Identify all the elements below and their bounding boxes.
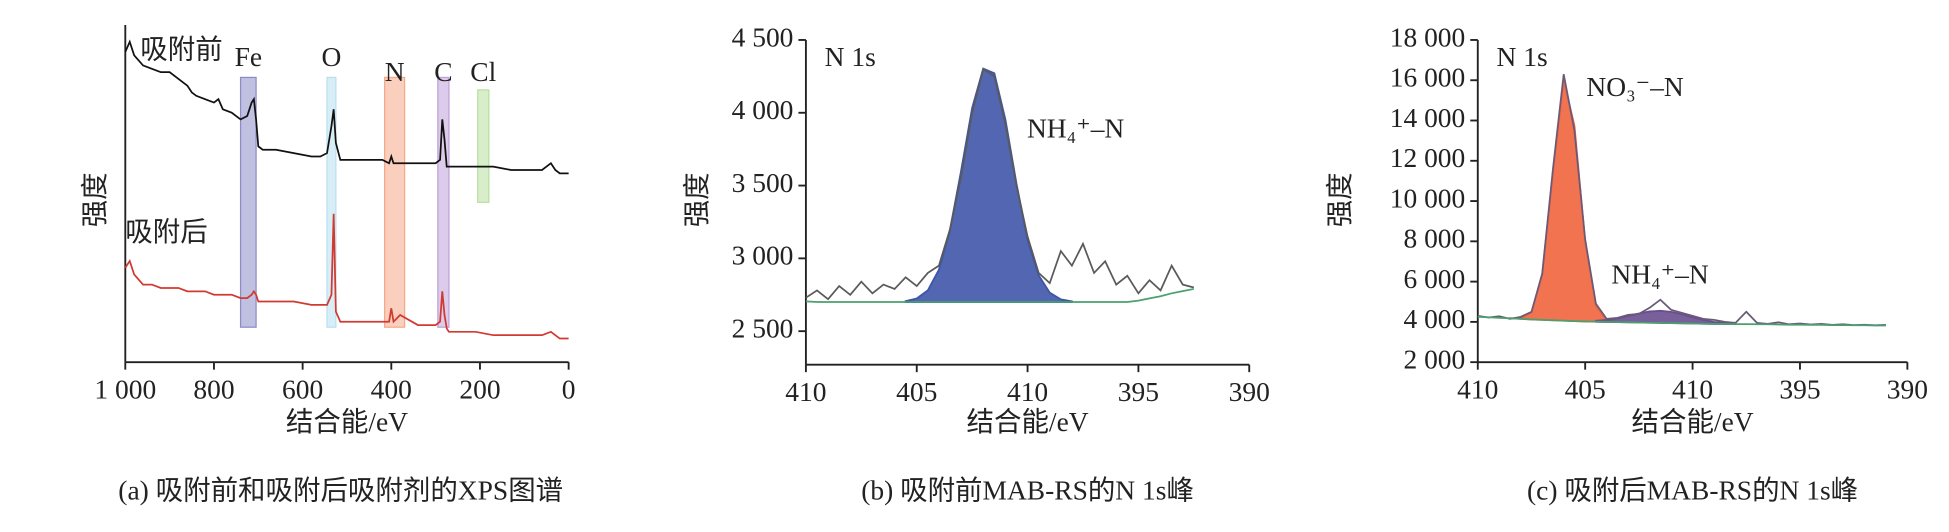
x-tick-label: 405 [1565,374,1606,404]
x-tick-label: 395 [1118,377,1159,407]
x-tick-label: 400 [371,374,412,404]
band-label: Cl [470,57,496,87]
x-tick-label: 410 [1007,377,1048,407]
x-tick-label: 395 [1779,374,1820,404]
x-tick-label: 410 [785,377,826,407]
y-axis-label: 强度 [682,172,712,227]
annotation: NO₃⁻–N [1586,72,1683,102]
y-tick-label: 8 000 [1403,224,1465,254]
band [326,76,337,328]
y-tick-label: 3 500 [732,168,794,198]
y-axis-label: 强度 [80,172,110,227]
y-tick-label: 10 000 [1390,183,1466,213]
band-label: N [385,57,405,87]
peak-area [904,67,1073,303]
y-tick-label: 4 500 [732,22,794,52]
y-tick-label: 2 500 [732,313,794,343]
series-line [1477,315,1886,327]
x-axis-label: 结合能/eV [967,407,1089,437]
panel-label: N 1s [1497,42,1548,72]
x-tick-label: 410 [1457,374,1498,404]
band [437,76,450,328]
x-tick-label: 390 [1229,377,1270,407]
series-line [124,39,569,175]
y-tick-label: 4 000 [732,95,794,125]
annotation: NH₄⁺–N [1611,260,1708,290]
band [239,76,257,328]
y-tick-label: 14 000 [1390,103,1466,133]
y-tick-label: 16 000 [1390,63,1466,93]
x-tick-label: 600 [282,374,323,404]
x-tick-label: 200 [459,374,500,404]
band-label: O [322,42,342,72]
band [477,89,490,203]
band [384,76,406,328]
y-tick-label: 12 000 [1390,143,1466,173]
series-line [805,67,1195,301]
y-tick-label: 4 000 [1403,304,1465,334]
peak-area [1509,80,1618,324]
y-tick-label: 3 000 [732,241,794,271]
caption: (b) 吸附前MAB-RS的N 1s峰 [861,476,1194,506]
y-tick-label: 18 000 [1390,22,1466,52]
y-axis-label: 强度 [1325,172,1355,227]
band-label: C [434,57,452,87]
series-line [805,288,1194,303]
x-tick-label: 1 000 [94,374,156,404]
y-tick-label: 6 000 [1403,264,1465,294]
x-tick-label: 390 [1887,374,1928,404]
x-tick-label: 405 [896,377,937,407]
x-tick-label: 800 [193,374,234,404]
x-tick-label: 0 [562,374,576,404]
x-axis-label: 结合能/eV [286,407,408,437]
series-label: 吸附后 [125,217,207,247]
panel-label: N 1s [825,42,876,72]
y-tick-label: 2 000 [1403,344,1465,374]
series-line [124,213,569,340]
x-axis-label: 结合能/eV [1632,407,1754,437]
annotation: NH₄⁺–N [1027,113,1124,143]
band-label: Fe [235,42,262,72]
x-tick-label: 410 [1672,374,1713,404]
caption: (a) 吸附前和吸附后吸附剂的XPS图谱 [118,476,563,506]
series-label: 吸附前 [140,35,222,65]
caption: (c) 吸附后MAB-RS的N 1s峰 [1527,476,1858,506]
